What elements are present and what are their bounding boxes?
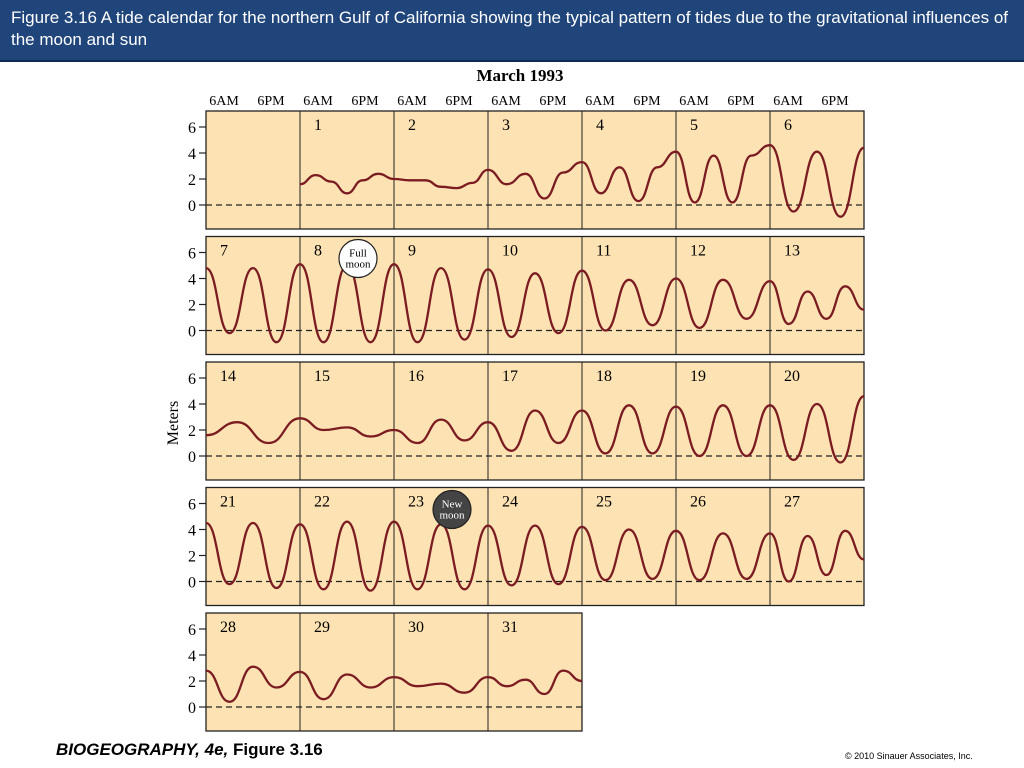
day-number: 18 [596,368,612,385]
y-tick-label: 6 [188,120,196,137]
week-panel [205,110,865,230]
week-panel [205,361,865,481]
moon-label: moon [345,259,371,271]
y-tick-label: 4 [188,397,196,414]
day-number: 11 [596,243,611,260]
new-moon-icon [432,489,472,530]
y-tick-label: 4 [188,146,196,163]
tide-curve [205,263,865,344]
y-tick-label: 6 [188,622,196,639]
day-number: 21 [220,494,236,511]
tide-calendar-chart: March 1993 6AM 6PM 6AM 6PM 6AM 6PM 6AM 6PM 6AM 6P… [165,66,865,732]
y-tick-label: 6 [188,246,196,263]
day-number: 22 [314,494,330,511]
tide-curve [205,395,865,464]
y-tick-label: 2 [188,172,196,189]
day-number: 12 [690,243,706,260]
y-tick-label: 0 [188,198,196,215]
day-number: 30 [408,619,424,636]
day-number: 1 [314,117,322,134]
time-tick-label: 6AM [773,94,803,109]
day-number: 24 [502,494,518,511]
y-tick-label: 6 [188,497,196,514]
chart-title: March 1993 [476,66,563,85]
time-tick-label: 6AM [397,94,427,109]
y-tick-label: 2 [188,674,196,691]
y-tick-label: 4 [188,272,196,289]
y-tick-label: 0 [188,324,196,341]
figure-number: Figure 3.16 [228,740,323,759]
y-tick-label: 2 [188,298,196,315]
time-tick-label: 6AM [209,94,239,109]
day-number: 17 [502,368,518,385]
book-title: BIOGEOGRAPHY, 4e, Figure 3.16 [56,740,323,760]
tide-curve [205,665,583,703]
time-tick-label: 6PM [727,94,755,109]
day-number: 15 [314,368,330,385]
day-number: 20 [784,368,800,385]
y-tick-label: 6 [188,371,196,388]
time-tick-label: 6PM [539,94,567,109]
tide-curve [205,520,865,592]
book-name: BIOGEOGRAPHY, 4e, [56,740,229,759]
day-number: 7 [220,243,228,260]
week-panel [205,486,865,607]
time-tick-labels: 6AM 6PM 6AM 6PM 6AM 6PM 6AM 6PM 6AM 6PM 6AM 6PM 6AM 6… [209,94,849,109]
time-tick-label: 6PM [633,94,661,109]
time-tick-label: 6AM [585,94,615,109]
day-number: 28 [220,619,236,636]
time-tick-label: 6AM [679,94,709,109]
day-number: 2 [408,117,416,134]
day-number: 26 [690,494,706,511]
y-axis-label: Meters [165,401,182,445]
day-number: 4 [596,117,604,134]
week-row: 0 2 4 6 14 15 16 17 18 19 20 [188,361,865,481]
moon-label: moon [439,510,465,522]
day-number: 3 [502,117,510,134]
day-number: 25 [596,494,612,511]
y-tick-label: 0 [188,449,196,466]
moon-label: New [442,499,463,511]
day-number: 23 [408,494,424,511]
y-tick-label: 0 [188,700,196,717]
day-number: 10 [502,243,518,260]
day-number: 19 [690,368,706,385]
day-number: 13 [784,243,800,260]
day-number: 14 [220,368,236,385]
tide-curve [299,144,865,218]
time-tick-label: 6AM [303,94,333,109]
y-tick-label: 4 [188,648,196,665]
time-tick-label: 6AM [491,94,521,109]
title-bar: Figure 3.16 A tide calendar for the nort… [0,0,1024,62]
day-number: 27 [784,494,800,511]
day-number: 16 [408,368,424,385]
figure-caption: Figure 3.16 A tide calendar for the nort… [11,8,1008,49]
y-tick-label: 4 [188,523,196,540]
day-number: 8 [314,243,322,260]
time-tick-label: 6PM [445,94,473,109]
day-number: 5 [690,117,698,134]
copyright-notice: © 2010 Sinauer Associates, Inc. [845,751,973,761]
week-row: 0 2 4 6 28 29 30 31 [188,612,583,732]
moon-label: Full [349,248,367,260]
day-number: 29 [314,619,330,636]
day-number: 31 [502,619,518,636]
day-number: 9 [408,243,416,260]
day-number: 6 [784,117,792,134]
week-row: 0 2 4 6 1 2 3 4 5 6 [188,110,865,230]
time-tick-label: 6PM [821,94,849,109]
full-moon-icon [338,238,378,279]
time-tick-label: 6PM [351,94,379,109]
y-tick-label: 2 [188,549,196,566]
week-panel [205,235,865,356]
time-tick-label: 6PM [257,94,285,109]
y-tick-label: 2 [188,423,196,440]
y-tick-label: 0 [188,575,196,592]
